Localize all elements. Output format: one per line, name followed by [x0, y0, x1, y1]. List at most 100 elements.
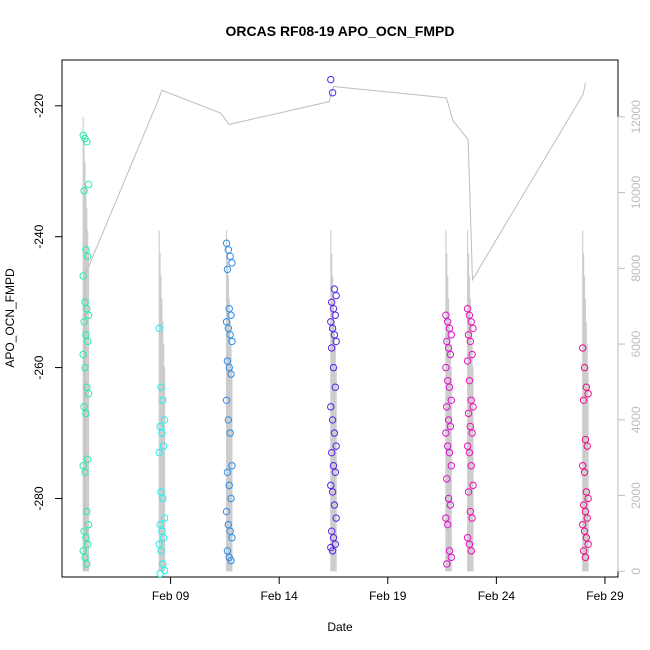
data-point	[329, 363, 338, 372]
data-point	[332, 442, 340, 450]
data-point	[446, 422, 455, 431]
plot-frame	[61, 59, 619, 578]
data-point	[443, 442, 452, 450]
data-point	[584, 540, 592, 548]
data-point	[83, 540, 92, 548]
data-point	[467, 396, 475, 405]
data-point	[579, 547, 588, 555]
data-point	[579, 396, 588, 405]
data-point	[443, 318, 452, 326]
data-point	[79, 350, 87, 359]
data-point	[332, 514, 340, 522]
data-point	[582, 534, 591, 542]
data-point	[467, 318, 475, 326]
data-point	[157, 488, 165, 496]
data-point	[465, 448, 474, 457]
data-point	[82, 331, 90, 339]
data-point	[443, 376, 452, 385]
data-point	[84, 520, 93, 529]
x-axis: Feb 09 Feb 14 Feb 19 Feb 24 Feb 29	[152, 576, 624, 603]
data-point	[83, 383, 91, 391]
data-point	[445, 547, 454, 555]
data-point	[156, 520, 164, 529]
data-point	[584, 390, 592, 398]
data-point	[582, 383, 591, 391]
data-point	[469, 324, 477, 333]
data-point	[158, 429, 166, 437]
data-point	[159, 494, 167, 503]
data-point	[443, 560, 451, 568]
data-point	[331, 383, 339, 391]
y-right-tick-label: 4000	[629, 406, 643, 433]
data-point	[83, 138, 91, 146]
data-point	[463, 534, 472, 542]
data-point	[332, 291, 340, 300]
data-point	[445, 324, 454, 333]
data-point	[330, 331, 339, 339]
x-tick-label: Feb 24	[478, 589, 516, 603]
data-point	[228, 259, 236, 267]
data-point	[82, 246, 90, 254]
data-point	[466, 422, 475, 431]
data-point	[227, 556, 235, 565]
data-point	[156, 422, 164, 431]
data-point	[83, 304, 91, 313]
data-point	[328, 416, 337, 424]
data-point	[329, 534, 338, 542]
data-point	[330, 285, 339, 293]
points-layer	[79, 75, 592, 578]
data-point	[227, 311, 235, 319]
data-point	[156, 570, 164, 578]
x-tick-label: Feb 09	[152, 589, 190, 603]
data-point	[330, 429, 339, 437]
data-point	[579, 344, 587, 352]
data-point	[160, 514, 169, 522]
data-point	[226, 429, 234, 437]
data-point	[443, 475, 451, 483]
data-point	[159, 560, 167, 568]
data-point	[224, 324, 233, 333]
y-right-tick-label: 6000	[629, 330, 643, 357]
data-point	[327, 344, 336, 352]
data-point	[80, 403, 88, 411]
data-point	[328, 547, 337, 555]
data-point	[81, 363, 89, 372]
data-point	[444, 416, 453, 424]
data-point	[79, 272, 87, 280]
data-point	[581, 553, 590, 562]
data-point	[447, 396, 455, 405]
data-point	[443, 403, 451, 411]
data-point	[329, 462, 338, 470]
data-point	[447, 462, 455, 470]
chart-title: ORCAS RF08-19 APO_OCN_FMPD	[226, 23, 455, 39]
data-point	[327, 318, 335, 326]
data-point	[468, 514, 476, 522]
data-point	[580, 363, 589, 372]
y-axis-label: APO_OCN_FMPD	[3, 268, 17, 368]
data-point	[583, 514, 591, 522]
data-point	[464, 409, 473, 418]
data-point	[465, 376, 474, 385]
data-point	[583, 442, 591, 450]
data-point	[80, 527, 88, 535]
data-point	[223, 265, 232, 274]
y-right-tick-label: 10000	[629, 176, 643, 210]
data-point	[83, 455, 92, 463]
data-point	[160, 416, 169, 424]
data-point	[447, 331, 455, 339]
data-point	[584, 494, 592, 503]
data-point	[581, 435, 590, 444]
data-point	[466, 337, 475, 346]
altitude-ferry-line	[84, 82, 586, 572]
data-point	[83, 337, 92, 346]
y-tick-label: -280	[32, 486, 46, 510]
data-point	[465, 311, 474, 319]
data-point	[158, 527, 166, 535]
data-point	[84, 180, 93, 189]
data-point	[467, 462, 475, 470]
y-right-tick-label: 8000	[629, 255, 643, 282]
data-point	[445, 448, 454, 457]
data-point	[83, 507, 91, 516]
data-point	[157, 547, 165, 555]
data-point	[579, 520, 587, 529]
